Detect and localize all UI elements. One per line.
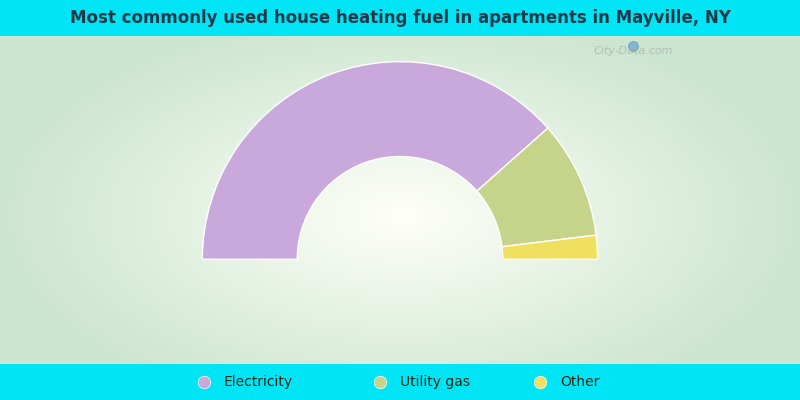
Text: Other: Other [560,375,599,389]
Wedge shape [502,235,598,259]
Text: Most commonly used house heating fuel in apartments in Mayville, NY: Most commonly used house heating fuel in… [70,9,730,27]
Text: City-Data.com: City-Data.com [594,46,673,56]
Wedge shape [477,128,596,247]
Wedge shape [202,62,548,259]
Text: Electricity: Electricity [224,375,293,389]
Text: Utility gas: Utility gas [400,375,470,389]
